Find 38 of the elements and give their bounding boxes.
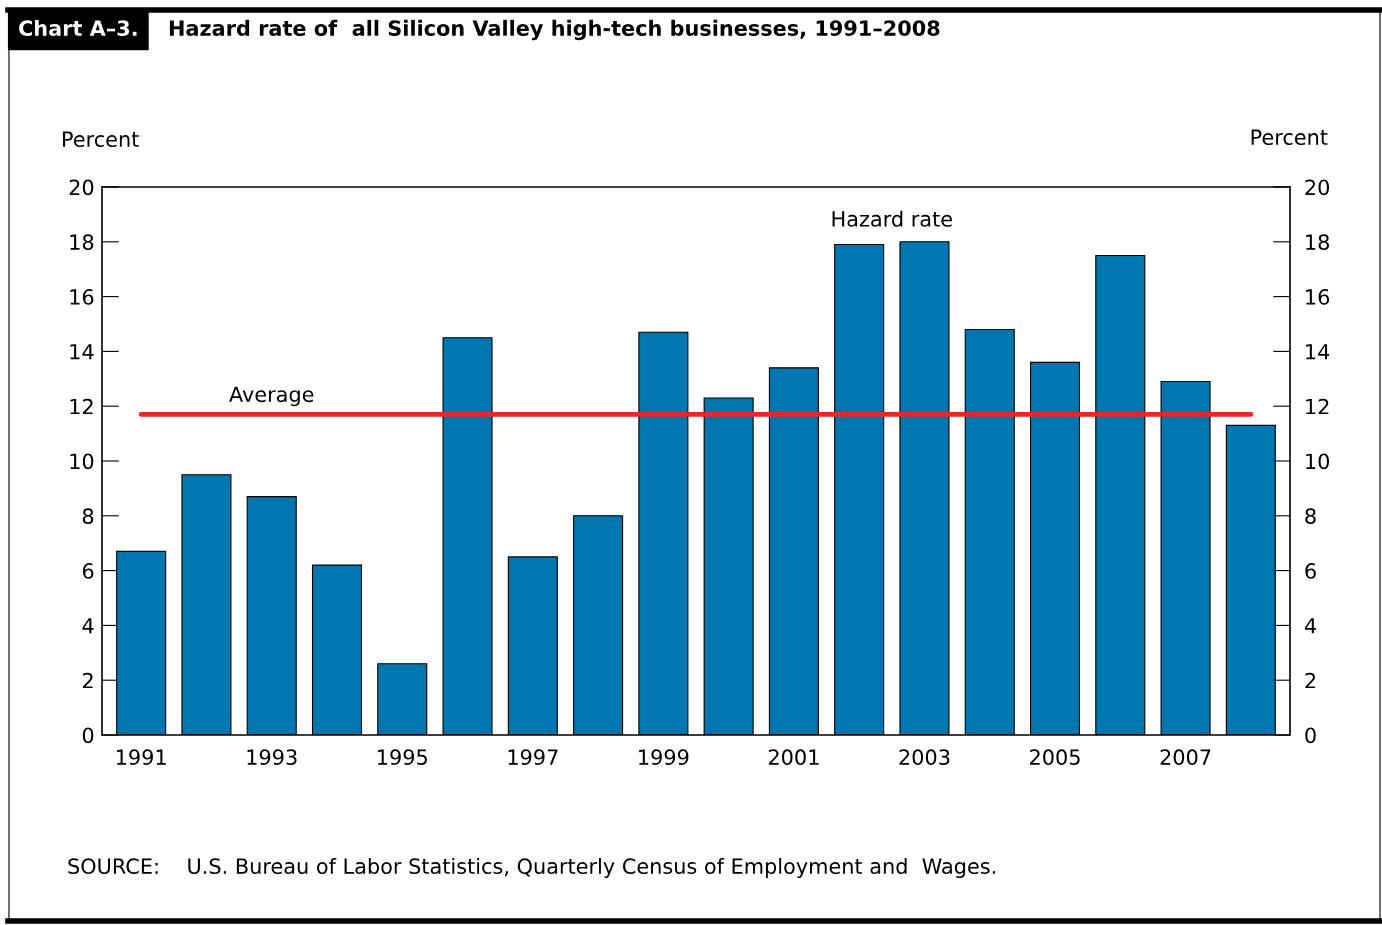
- y-tick-label: 20: [69, 179, 94, 196]
- y-tick-label: 0: [82, 727, 94, 744]
- y2-tick-label: 4: [1304, 618, 1316, 634]
- y-tick-label: 6: [82, 563, 94, 579]
- x-tick-label: 1997: [508, 749, 558, 766]
- y-tick-label: 14: [70, 344, 94, 360]
- x-tick-label: 1995: [378, 749, 427, 766]
- y2-tick-label: 2: [1305, 672, 1316, 689]
- x-tick-label: 2003: [899, 749, 950, 766]
- y-tick-label: 8: [82, 508, 94, 525]
- y2-tick-label: 8: [1305, 508, 1316, 525]
- y2-tick-label: 10: [1306, 453, 1330, 470]
- y2-tick-label: 12: [1306, 398, 1329, 415]
- y2-tick-label: 14: [1306, 344, 1330, 360]
- y-tick-label: 4: [82, 618, 94, 634]
- y-axis-title: Percent: [63, 131, 139, 148]
- chart-subtitle: Hazard rate of all Silicon Valley high-tech businesses, 1991–2008: [169, 19, 940, 41]
- y-tick-label: 2: [82, 672, 93, 689]
- y2-tick-label: 20: [1305, 179, 1330, 196]
- y-tick-label: 10: [70, 453, 94, 470]
- annotation: Hazard rate: [832, 210, 952, 227]
- y2-tick-label: 18: [1306, 234, 1329, 251]
- x-tick-label: 2005: [1030, 749, 1080, 766]
- y2-tick-label: 6: [1305, 563, 1316, 579]
- x-tick-label: 2007: [1160, 749, 1211, 766]
- y2-axis-title: Percent: [1251, 129, 1328, 146]
- chart-title: Chart A–3.: [19, 19, 137, 37]
- y-tick-label: 18: [70, 234, 94, 251]
- y2-tick-label: 16: [1306, 289, 1330, 305]
- y-tick-label: 16: [70, 289, 94, 305]
- y-tick-label: 12: [70, 398, 93, 415]
- x-tick-label: 1993: [247, 749, 297, 766]
- x-tick-label: 1999: [639, 749, 689, 766]
- y2-tick-label: 0: [1305, 727, 1316, 744]
- x-tick-label: 2001: [768, 749, 819, 766]
- x-tick-label: 1991: [116, 749, 166, 766]
- ref-line-label: Average: [229, 386, 314, 407]
- source-note: SOURCE: U.S. Bureau of Labor Statistics, Quarterly Census of Employment and Wages.: [68, 857, 996, 879]
